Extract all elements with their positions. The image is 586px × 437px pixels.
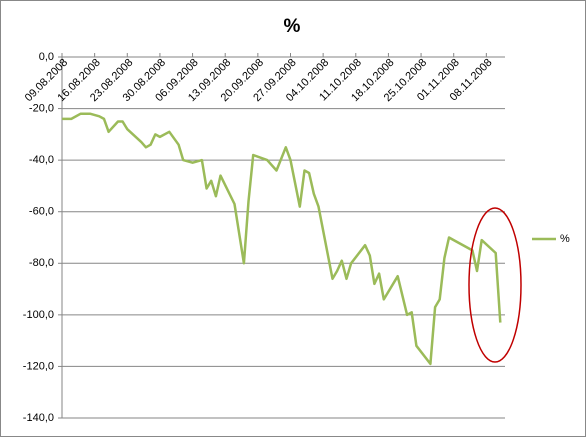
chart-title: %	[284, 16, 301, 37]
y-tick-label: -120,0	[23, 360, 54, 372]
y-tick-label: -100,0	[23, 309, 54, 321]
y-tick-label: -20,0	[29, 102, 54, 114]
y-tick-label: -80,0	[29, 257, 54, 269]
legend-label: %	[560, 233, 570, 245]
y-tick-label: -140,0	[23, 412, 54, 424]
highlight-ellipse	[468, 207, 522, 363]
y-tick-label: -40,0	[29, 154, 54, 166]
data-line	[62, 112, 502, 366]
y-tick-label: 0,0	[39, 51, 54, 63]
y-tick-label: -60,0	[29, 206, 54, 218]
plot	[62, 112, 502, 366]
